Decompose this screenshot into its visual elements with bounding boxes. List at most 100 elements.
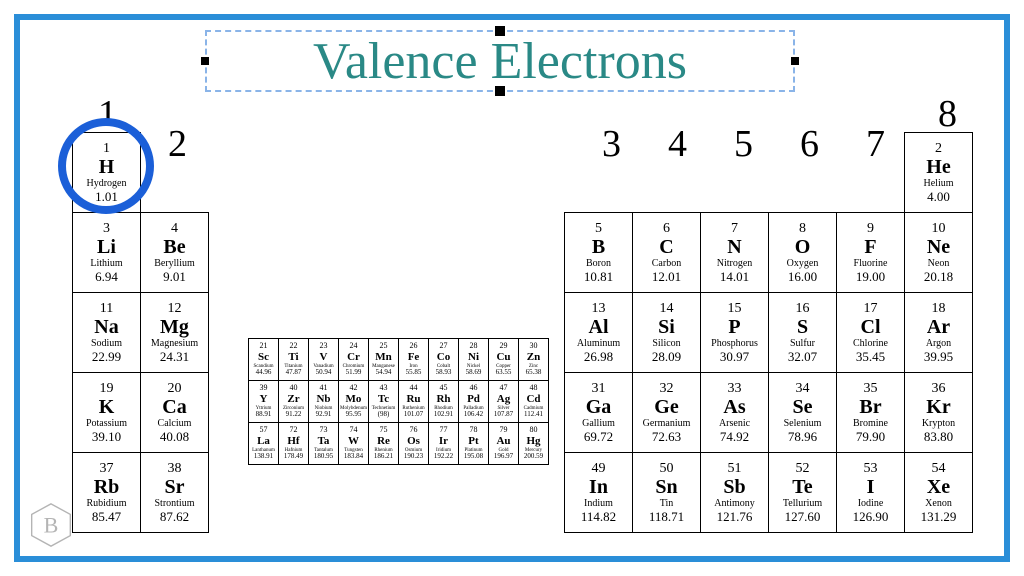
atomic-mass: 65.38 xyxy=(526,369,542,376)
element-symbol: I xyxy=(867,477,875,498)
atomic-mass: 6.94 xyxy=(95,270,118,284)
atomic-mass: 12.01 xyxy=(652,270,681,284)
atomic-mass: 19.00 xyxy=(856,270,885,284)
atomic-mass: 4.00 xyxy=(927,190,950,204)
atomic-number: 17 xyxy=(864,302,878,317)
atomic-number: 54 xyxy=(932,462,946,477)
atomic-number: 80 xyxy=(530,426,538,434)
element-symbol: Cu xyxy=(496,352,510,364)
atomic-number: 19 xyxy=(100,382,114,397)
atomic-mass: 55.85 xyxy=(406,369,422,376)
group-label-4: 4 xyxy=(668,122,687,166)
element-symbol: Na xyxy=(94,317,118,338)
title-textbox[interactable]: Valence Electrons xyxy=(205,30,795,92)
atomic-mass: 74.92 xyxy=(720,430,749,444)
title-text: Valence Electrons xyxy=(313,32,687,91)
atomic-number: 53 xyxy=(864,462,878,477)
element-symbol: Ti xyxy=(288,352,298,364)
atomic-mass: 39.95 xyxy=(924,350,953,364)
atomic-number: 40 xyxy=(290,384,298,392)
selection-handle-left[interactable] xyxy=(201,57,209,65)
element-symbol: Mo xyxy=(346,394,362,406)
element-P: 15PPhosphorus30.97 xyxy=(700,292,769,373)
atomic-number: 3 xyxy=(103,222,110,237)
atomic-number: 22 xyxy=(290,342,298,350)
atomic-number: 26 xyxy=(410,342,418,350)
atomic-number: 32 xyxy=(660,382,674,397)
atomic-number: 27 xyxy=(440,342,448,350)
element-symbol: Y xyxy=(260,394,268,406)
element-symbol: Zr xyxy=(287,394,299,406)
atomic-mass: 30.97 xyxy=(720,350,749,364)
element-Be: 4BeBeryllium9.01 xyxy=(140,212,209,293)
element-Hf: 72HfHafnium178.49 xyxy=(278,422,309,465)
atomic-mass: 50.94 xyxy=(316,369,332,376)
atomic-number: 73 xyxy=(320,426,328,434)
element-Ga: 31GaGallium69.72 xyxy=(564,372,633,453)
atomic-mass: 32.07 xyxy=(788,350,817,364)
selection-handle-top[interactable] xyxy=(495,26,505,36)
atomic-number: 9 xyxy=(867,222,874,237)
element-symbol: Sc xyxy=(258,352,269,364)
element-Rh: 45RhRhodium102.91 xyxy=(428,380,459,423)
element-Ne: 10NeNeon20.18 xyxy=(904,212,973,293)
atomic-mass: 195.08 xyxy=(464,453,483,460)
element-symbol: Rb xyxy=(94,477,120,498)
element-Pd: 46PdPalladium106.42 xyxy=(458,380,489,423)
atomic-mass: 112.41 xyxy=(524,411,543,418)
element-symbol: Ta xyxy=(318,436,330,448)
atomic-number: 13 xyxy=(592,302,606,317)
element-symbol: Ar xyxy=(927,317,950,338)
atomic-number: 45 xyxy=(440,384,448,392)
atomic-number: 74 xyxy=(350,426,358,434)
element-symbol: Se xyxy=(793,397,813,418)
element-Ag: 47AgSilver107.87 xyxy=(488,380,519,423)
atomic-number: 21 xyxy=(260,342,268,350)
atomic-number: 2 xyxy=(935,142,942,157)
element-symbol: Ca xyxy=(162,397,186,418)
atomic-mass: 91.22 xyxy=(286,411,302,418)
selection-handle-right[interactable] xyxy=(791,57,799,65)
element-symbol: O xyxy=(795,237,811,258)
atomic-number: 10 xyxy=(932,222,946,237)
element-symbol: Pd xyxy=(467,394,480,406)
atomic-number: 20 xyxy=(168,382,182,397)
element-Zr: 40ZrZirconium91.22 xyxy=(278,380,309,423)
element-symbol: W xyxy=(348,436,359,448)
atomic-number: 39 xyxy=(260,384,268,392)
element-Fe: 26FeIron55.85 xyxy=(398,338,429,381)
atomic-number: 18 xyxy=(932,302,946,317)
element-Nb: 41NbNiobium92.91 xyxy=(308,380,339,423)
atomic-number: 8 xyxy=(799,222,806,237)
element-symbol: Os xyxy=(407,436,420,448)
atomic-number: 15 xyxy=(728,302,742,317)
atomic-mass: 51.99 xyxy=(346,369,362,376)
element-Cr: 24CrChromium51.99 xyxy=(338,338,369,381)
element-Mn: 25MnManganese54.94 xyxy=(368,338,399,381)
element-symbol: Cd xyxy=(526,394,540,406)
element-symbol: He xyxy=(926,157,950,178)
element-symbol: Sr xyxy=(165,477,185,498)
atomic-number: 79 xyxy=(500,426,508,434)
atomic-mass: 35.45 xyxy=(856,350,885,364)
element-Y: 39YYttrium88.91 xyxy=(248,380,279,423)
element-symbol: Kr xyxy=(926,397,950,418)
atomic-number: 31 xyxy=(592,382,606,397)
element-symbol: Ru xyxy=(406,394,420,406)
group-label-5: 5 xyxy=(734,122,753,166)
atomic-number: 28 xyxy=(470,342,478,350)
atomic-mass: 83.80 xyxy=(924,430,953,444)
element-symbol: Li xyxy=(97,237,116,258)
group-label-7: 7 xyxy=(866,122,885,166)
atomic-number: 37 xyxy=(100,462,114,477)
logo-letter: B xyxy=(44,512,59,537)
element-symbol: Mg xyxy=(160,317,189,338)
atomic-mass: 106.42 xyxy=(464,411,483,418)
atomic-number: 50 xyxy=(660,462,674,477)
element-I: 53IIodine126.90 xyxy=(836,452,905,533)
atomic-mass: 183.84 xyxy=(344,453,363,460)
selection-handle-bottom[interactable] xyxy=(495,86,505,96)
element-C: 6CCarbon12.01 xyxy=(632,212,701,293)
atomic-mass: 20.18 xyxy=(924,270,953,284)
element-K: 19KPotassium39.10 xyxy=(72,372,141,453)
